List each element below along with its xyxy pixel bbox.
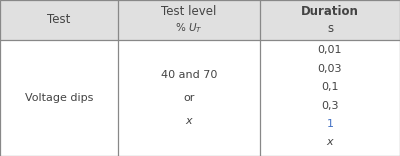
Text: s: s [327, 22, 333, 35]
Text: Duration: Duration [301, 5, 359, 18]
Text: 0,03: 0,03 [318, 64, 342, 74]
Text: 0,1: 0,1 [321, 82, 339, 92]
Bar [0, 0, 400, 40]
Text: Test level: Test level [161, 5, 217, 18]
Text: 0,01: 0,01 [318, 45, 342, 55]
Text: or: or [183, 93, 195, 103]
Text: % $\mathit{U}_\mathit{T}$: % $\mathit{U}_\mathit{T}$ [175, 22, 203, 35]
Text: 1: 1 [326, 119, 334, 129]
Bar [0, 40, 400, 156]
Text: x: x [186, 115, 192, 126]
Text: Voltage dips: Voltage dips [25, 93, 93, 103]
Text: Test: Test [47, 13, 71, 26]
Text: 40 and 70: 40 and 70 [161, 70, 217, 80]
Text: 0,3: 0,3 [321, 100, 339, 111]
Text: x: x [327, 137, 333, 147]
